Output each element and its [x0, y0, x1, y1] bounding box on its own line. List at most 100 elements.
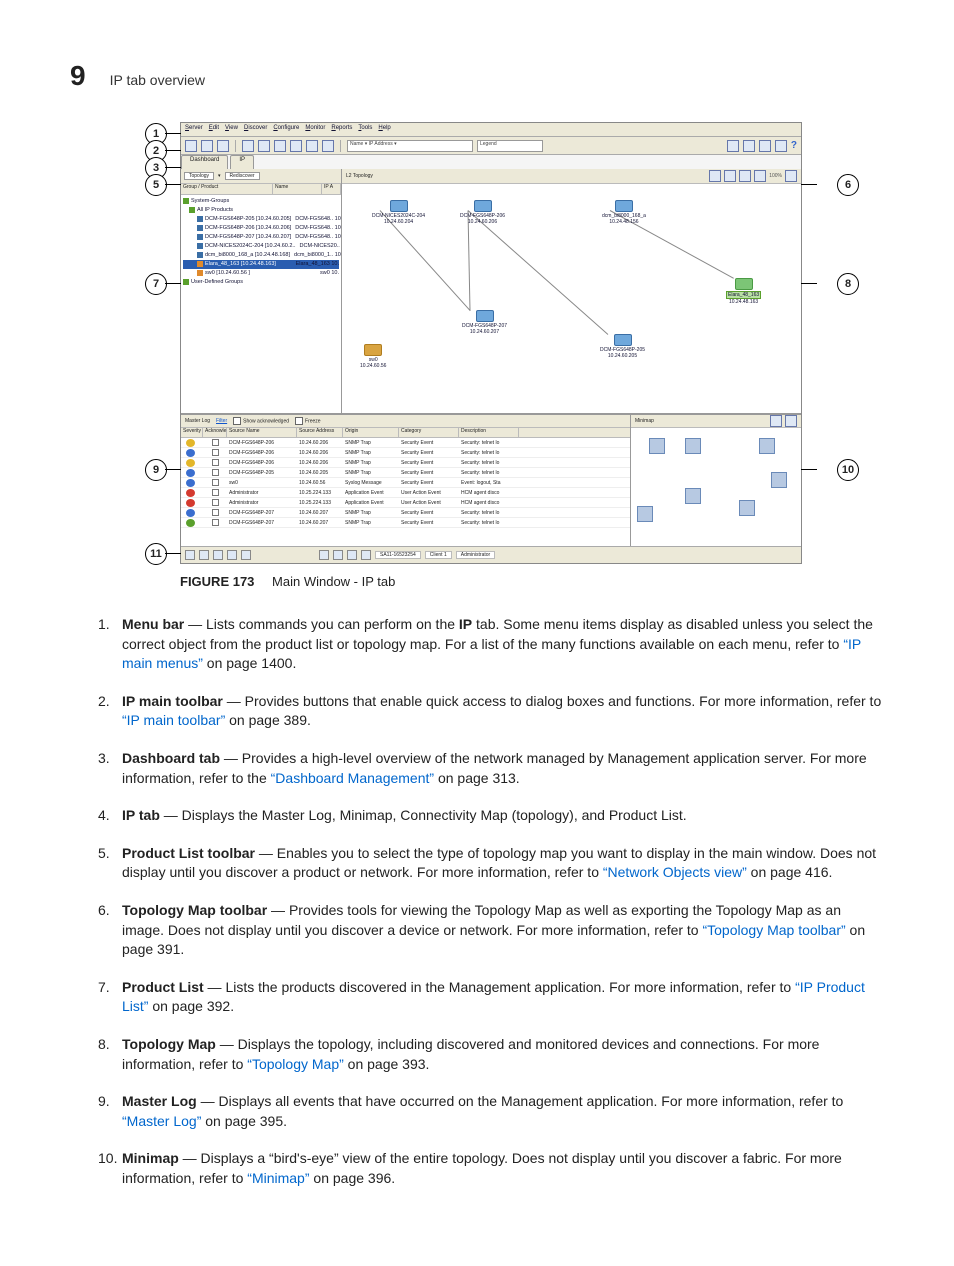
- topology-node[interactable]: DCM-FGS648P-20610.24.60.206: [460, 200, 505, 225]
- tree-row[interactable]: sw0 [10.24.60.56 ]sw0 10.: [183, 269, 339, 278]
- cross-ref-link[interactable]: “IP main toolbar”: [122, 712, 225, 728]
- topology-toolbar[interactable]: L2 Topology 100%: [342, 169, 801, 184]
- topology-dropdown[interactable]: Topology: [184, 172, 214, 180]
- cross-ref-link[interactable]: “IP Product List”: [122, 979, 865, 1015]
- log-row[interactable]: sw010.24.60.56Syslog MessageSecurity Eve…: [181, 478, 630, 488]
- toolbar-icon[interactable]: [322, 140, 334, 152]
- master-log-toolbar[interactable]: Master Log Filter Show acknowledged Free…: [181, 415, 630, 428]
- toolbar-icon[interactable]: [185, 140, 197, 152]
- status-icon[interactable]: [319, 550, 329, 560]
- status-icon[interactable]: [241, 550, 251, 560]
- cross-ref-link[interactable]: “IP main menus”: [122, 636, 861, 672]
- log-row[interactable]: DCM-FGS648P-20610.24.60.206SNMP TrapSecu…: [181, 438, 630, 448]
- log-row[interactable]: DCM-FGS648P-20710.24.60.207SNMP TrapSecu…: [181, 508, 630, 518]
- search-field[interactable]: Name ▾ IP Address ▾: [347, 140, 473, 152]
- freeze-checkbox[interactable]: [295, 417, 303, 425]
- toolbar-icon[interactable]: [759, 140, 771, 152]
- minimap-toolbar[interactable]: Minimap: [631, 415, 801, 428]
- status-icon[interactable]: [199, 550, 209, 560]
- topology-node[interactable]: DCM-NICES2024C-20410.24.60.204: [372, 200, 425, 225]
- toolbar-icon[interactable]: [201, 140, 213, 152]
- tree-row[interactable]: DCM-NICES2024C-204 [10.24.60.2..DCM-NICE…: [183, 242, 339, 251]
- callout-9: 9: [145, 459, 167, 481]
- topology-node[interactable]: sw010.24.60.56: [360, 344, 386, 369]
- status-icon[interactable]: [347, 550, 357, 560]
- cross-ref-link[interactable]: “Network Objects view”: [603, 864, 747, 880]
- master-log-label: Master Log: [185, 418, 210, 424]
- freeze-label: Freeze: [305, 418, 321, 424]
- toolbar-icon[interactable]: [775, 140, 787, 152]
- menu-item[interactable]: Tools: [358, 125, 372, 131]
- main-toolbar[interactable]: Name ▾ IP Address ▾ Legend ?: [181, 137, 801, 155]
- list-item: IP main toolbar — Provides buttons that …: [98, 692, 884, 731]
- topology-node[interactable]: DCM-FGS648P-20510.24.60.205: [600, 334, 645, 359]
- menu-item[interactable]: Monitor: [305, 125, 325, 131]
- cross-ref-link[interactable]: “Minimap”: [247, 1170, 309, 1186]
- topo-tool-icon[interactable]: [724, 170, 736, 182]
- log-row[interactable]: DCM-FGS648P-20610.24.60.206SNMP TrapSecu…: [181, 458, 630, 468]
- product-list-toolbar[interactable]: Topology ▾ Rediscover: [181, 169, 341, 184]
- topology-node[interactable]: Elara_48_16310.24.48.163: [726, 278, 761, 305]
- show-ack-checkbox[interactable]: [233, 417, 241, 425]
- menu-item[interactable]: Server: [185, 125, 203, 131]
- filter-link[interactable]: Filter: [216, 418, 227, 424]
- toolbar-icon[interactable]: [217, 140, 229, 152]
- topo-tool-icon[interactable]: [754, 170, 766, 182]
- toolbar-icon[interactable]: [727, 140, 739, 152]
- topo-tool-icon[interactable]: [739, 170, 751, 182]
- cross-ref-link[interactable]: “Master Log”: [122, 1113, 201, 1129]
- list-item: Menu bar — Lists commands you can perfor…: [98, 615, 884, 674]
- topo-tool-icon[interactable]: [785, 170, 797, 182]
- status-icon[interactable]: [185, 550, 195, 560]
- product-list-header: Group / Product Name IP A: [181, 184, 341, 195]
- cross-ref-link[interactable]: “Dashboard Management”: [271, 770, 434, 786]
- menu-item[interactable]: Edit: [209, 125, 219, 131]
- master-log-rows[interactable]: DCM-FGS648P-20610.24.60.206SNMP TrapSecu…: [181, 438, 630, 547]
- status-icon[interactable]: [333, 550, 343, 560]
- log-row[interactable]: Administrator10.25.224.133Application Ev…: [181, 488, 630, 498]
- tab-ip[interactable]: IP: [230, 155, 254, 169]
- log-row[interactable]: Administrator10.25.224.133Application Ev…: [181, 498, 630, 508]
- log-row[interactable]: DCM-FGS648P-20710.24.60.207SNMP TrapSecu…: [181, 518, 630, 528]
- help-icon[interactable]: ?: [791, 140, 797, 151]
- cross-ref-link[interactable]: “Topology Map”: [247, 1056, 344, 1072]
- topo-tool-icon[interactable]: [709, 170, 721, 182]
- rediscover-button[interactable]: Rediscover: [225, 172, 260, 180]
- tree-row[interactable]: DCM-FGS648P-207 [10.24.60.207]DCM-FGS648…: [183, 233, 339, 242]
- topology-node[interactable]: DCM-FGS648P-20710.24.60.207: [462, 310, 507, 335]
- minimap-label: Minimap: [635, 418, 654, 424]
- col-ack: Acknowle: [203, 428, 227, 437]
- toolbar-icon[interactable]: [242, 140, 254, 152]
- cross-ref-link[interactable]: “Topology Map toolbar”: [702, 922, 845, 938]
- status-icon[interactable]: [361, 550, 371, 560]
- tab-dashboard[interactable]: Dashboard: [181, 155, 228, 169]
- figure-number: FIGURE 173: [180, 574, 254, 589]
- menu-item[interactable]: View: [225, 125, 238, 131]
- minimap-icon[interactable]: [785, 415, 797, 427]
- tree-row[interactable]: DCM-FGS648P-205 [10.24.60.205]DCM-FGS648…: [183, 215, 339, 224]
- menu-item[interactable]: Configure: [273, 125, 299, 131]
- log-row[interactable]: DCM-FGS648P-20610.24.60.206SNMP TrapSecu…: [181, 448, 630, 458]
- tree-row[interactable]: dcm_bi8000_168_a [10.24.48.168]dcm_bi800…: [183, 251, 339, 260]
- menu-item[interactable]: Help: [378, 125, 390, 131]
- toolbar-icon[interactable]: [274, 140, 286, 152]
- tree-row[interactable]: System-Groups: [183, 197, 339, 206]
- tree-row[interactable]: User-Defined Groups: [183, 278, 339, 287]
- status-icon[interactable]: [213, 550, 223, 560]
- menu-item[interactable]: Discover: [244, 125, 267, 131]
- toolbar-icon[interactable]: [290, 140, 302, 152]
- minimap-body[interactable]: [631, 428, 801, 547]
- tree-row[interactable]: All IP Products: [183, 206, 339, 215]
- log-row[interactable]: DCM-FGS648P-20510.24.60.205SNMP TrapSecu…: [181, 468, 630, 478]
- status-icon[interactable]: [227, 550, 237, 560]
- toolbar-icon[interactable]: [306, 140, 318, 152]
- topology-node[interactable]: dcm_bi8000_168_a10.24.48.156: [602, 200, 646, 225]
- toolbar-icon[interactable]: [258, 140, 270, 152]
- tree-row[interactable]: DCM-FGS648P-206 [10.24.60.206]DCM-FGS648…: [183, 224, 339, 233]
- menu-bar[interactable]: Server Edit View Discover Configure Monitor Re…: [181, 123, 801, 137]
- minimap-icon[interactable]: [770, 415, 782, 427]
- toolbar-icon[interactable]: [743, 140, 755, 152]
- tree-row[interactable]: Elara_48_163 [10.24.48.163]Elara_48_163 …: [183, 260, 339, 269]
- callout-11: 11: [145, 543, 167, 565]
- menu-item[interactable]: Reports: [331, 125, 352, 131]
